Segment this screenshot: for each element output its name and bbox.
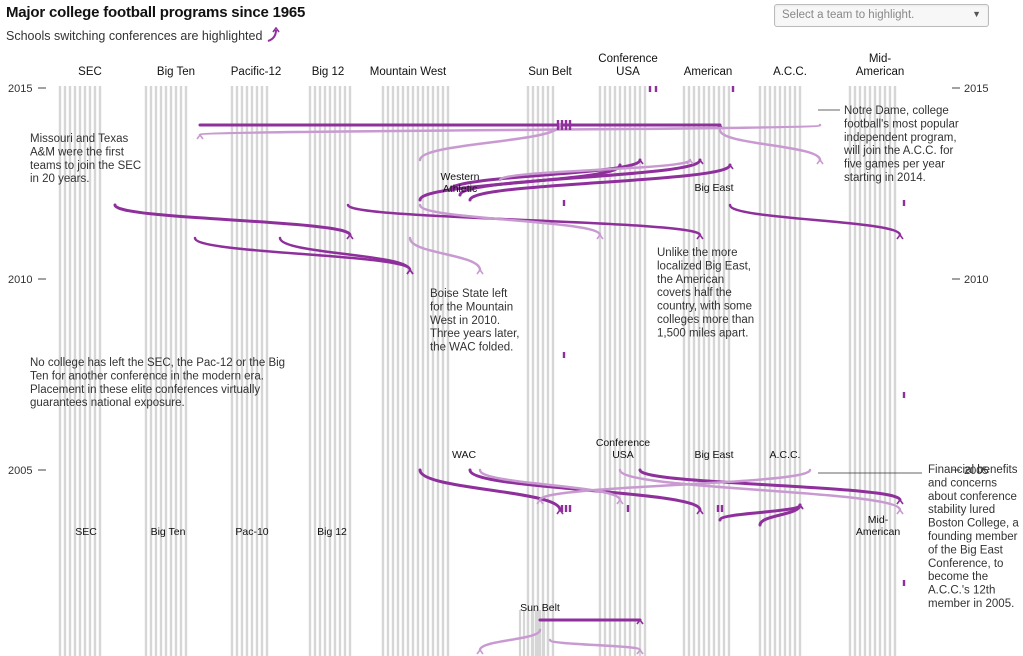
flow-arrow xyxy=(896,498,904,505)
switch-flow xyxy=(198,123,822,137)
switch-flow xyxy=(498,158,692,182)
switch-flow xyxy=(618,468,902,512)
switch-flow xyxy=(548,638,642,652)
flow-arrow xyxy=(636,648,644,655)
annotation-text: Missouri and Texas A&M were the first team… xyxy=(30,133,141,185)
conf-label-2005: USA xyxy=(612,449,634,461)
switch-flow xyxy=(418,203,602,237)
flow-arrow xyxy=(696,233,704,240)
annotation-text: Notre Dame, college football's most popul… xyxy=(843,105,959,184)
conf-label-mid: Western xyxy=(441,171,480,183)
flow-arrow xyxy=(816,158,824,165)
switch-flow xyxy=(478,628,542,652)
conf-label-2005: WAC xyxy=(452,449,477,461)
conf-label-top: Big Ten xyxy=(157,66,195,78)
highlight-arrow-icon xyxy=(266,26,281,46)
chevron-down-icon: ▼ xyxy=(972,9,981,19)
switch-flow xyxy=(638,468,902,502)
switch-flow xyxy=(278,236,412,272)
conf-label-2005: Conference xyxy=(596,437,650,449)
conf-label-era: Big Ten xyxy=(151,526,186,538)
switch-flow xyxy=(113,203,352,237)
conf-label-top: Big 12 xyxy=(312,66,345,78)
flow-arrow xyxy=(596,233,604,240)
conf-label-top: Mountain West xyxy=(370,66,447,78)
conf-label-top: American xyxy=(856,66,905,78)
conf-label-mid: Big East xyxy=(694,182,733,194)
flow-arrow xyxy=(896,508,904,515)
year-label-left: 2010 xyxy=(8,274,32,286)
flow-arrow xyxy=(896,233,904,240)
team-select-dropdown[interactable]: Select a team to highlight. ▼ xyxy=(774,4,989,27)
flow-arrow xyxy=(406,268,414,275)
flow-arrow xyxy=(726,163,734,170)
conf-label-top: Pacific-12 xyxy=(231,66,282,78)
team-select-placeholder: Select a team to highlight. xyxy=(782,9,915,21)
conf-label-lower: Sun Belt xyxy=(520,602,560,614)
conf-label-top: USA xyxy=(616,66,640,78)
conf-label-top: Mid- xyxy=(869,53,892,65)
conf-label-era: Big 12 xyxy=(317,526,347,538)
year-label-right: 2005 xyxy=(964,465,988,477)
header: Major college football programs since 19… xyxy=(6,4,305,46)
flow-arrow xyxy=(636,618,644,625)
switch-flow xyxy=(478,468,622,502)
conf-label-top: Conference xyxy=(598,53,657,65)
switch-flow xyxy=(418,123,562,162)
flow-arrow xyxy=(536,498,544,505)
switch-flow xyxy=(418,163,622,202)
year-label-right: 2015 xyxy=(964,83,988,95)
year-label-left: 2005 xyxy=(8,465,32,477)
conf-label-top: American xyxy=(684,66,733,78)
conf-label-top: A.C.C. xyxy=(773,66,807,78)
flow-arrow xyxy=(696,508,704,515)
conf-label-era: Pac-10 xyxy=(235,526,268,538)
flow-arrow xyxy=(476,268,484,275)
conf-label-2005: Big East xyxy=(694,449,733,461)
flow-arrow xyxy=(196,133,204,140)
switch-flow xyxy=(728,203,902,237)
flow-arrow xyxy=(686,158,694,165)
annotation-text: No college has left the SEC, the Pac-12 … xyxy=(30,357,285,409)
switch-flow xyxy=(448,158,642,192)
conf-label-2005: A.C.C. xyxy=(770,449,801,461)
switch-flow xyxy=(408,236,482,272)
flow-arrow xyxy=(556,508,564,515)
conf-label-era: American xyxy=(856,526,901,538)
subtitle: Schools switching conferences are highli… xyxy=(6,26,305,46)
annotation-text: Unlike the more localized Big East, the Am… xyxy=(657,247,754,339)
year-label-right: 2010 xyxy=(964,274,988,286)
switch-flow xyxy=(468,163,732,202)
annotation-text: Boise State left for the Mountain West in … xyxy=(430,288,519,354)
flow-arrow xyxy=(636,158,644,165)
flow-arrow xyxy=(616,498,624,505)
flow-arrow xyxy=(346,233,354,240)
conf-label-era: SEC xyxy=(75,526,97,538)
switch-flow xyxy=(418,468,562,512)
annotation-text: Financial benefits and concerns about conf… xyxy=(928,464,1019,610)
page-title: Major college football programs since 19… xyxy=(6,4,306,21)
switch-flow xyxy=(718,128,822,162)
conf-label-top: Sun Belt xyxy=(528,66,572,78)
flow-arrow xyxy=(696,158,704,165)
conf-label-mid: Athletic xyxy=(443,183,477,195)
switch-flow xyxy=(193,236,412,272)
flow-arrow xyxy=(476,648,484,655)
conf-label-era: Mid- xyxy=(868,514,889,526)
subtitle-text: Schools switching conferences are highli… xyxy=(6,28,263,43)
conf-label-top: SEC xyxy=(78,66,102,78)
switch-flow xyxy=(538,468,812,502)
year-label-left: 2015 xyxy=(8,83,32,95)
flow-arrow xyxy=(796,503,804,510)
